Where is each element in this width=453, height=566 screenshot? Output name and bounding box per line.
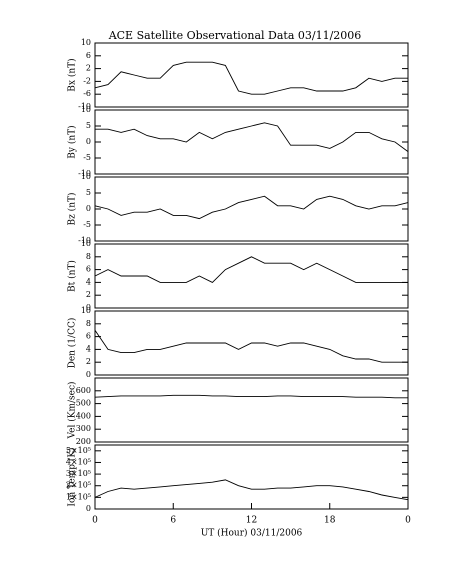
y-axis-label: Vel (Km/sec) <box>67 381 78 439</box>
y-tick-label: 300 <box>76 424 91 433</box>
y-tick-label: 4×10⁵ <box>66 457 91 466</box>
data-line <box>95 122 409 152</box>
y-tick-label: 200 <box>76 437 91 446</box>
y-axis-label: Den (1/CC) <box>67 318 78 369</box>
y-tick-label: -10 <box>78 236 91 245</box>
y-tick-label: -5 <box>83 220 91 229</box>
y-tick-label: 4 <box>86 277 91 286</box>
y-tick-label: 2 <box>86 290 91 299</box>
y-tick-label: 10 <box>81 105 91 114</box>
y-tick-label: 8 <box>86 319 91 328</box>
data-line <box>94 61 408 95</box>
y-axis-label: Bz (nT) <box>67 192 78 225</box>
y-tick-label: 3×10⁵ <box>66 469 91 478</box>
y-tick-label: 5×10⁵ <box>66 446 91 455</box>
y-axis-label: Bt (nT) <box>67 260 78 292</box>
x-tick-label: 0 <box>405 516 411 526</box>
y-axis-label: By (nT) <box>67 125 78 158</box>
panel-frame <box>94 310 409 376</box>
y-axis-label: Ion Temp (K) <box>67 447 78 506</box>
y-tick-label: 10 <box>81 306 91 315</box>
y-tick-label: 10 <box>81 239 91 248</box>
y-tick-label: 10 <box>81 172 91 181</box>
y-tick-label: 4 <box>86 344 91 353</box>
y-tick-label: 1×10⁵ <box>66 492 91 501</box>
y-tick-label: 400 <box>76 411 91 420</box>
y-tick-label: 5 <box>86 188 91 197</box>
y-tick-label: -10 <box>78 102 91 111</box>
y-tick-label: 0 <box>86 204 91 213</box>
x-tick-label: 12 <box>246 516 257 526</box>
panel-frame <box>94 109 409 175</box>
y-tick-label: -2 <box>83 76 91 85</box>
chart-title: ACE Satellite Observational Data 03/11/2… <box>108 29 362 42</box>
y-tick-label: 2 <box>86 357 91 366</box>
y-tick-label: 0 <box>86 504 91 513</box>
y-tick-label: -6 <box>83 89 91 98</box>
panel-frame <box>94 444 409 510</box>
panel-frame <box>94 377 409 443</box>
y-tick-label: 6 <box>86 265 91 274</box>
y-tick-label: 0 <box>86 303 91 312</box>
data-line <box>94 195 409 220</box>
y-tick-label: 5 <box>86 121 91 130</box>
y-tick-label: 500 <box>76 399 91 408</box>
y-tick-label: 6 <box>86 51 91 60</box>
y-tick-label: 2 <box>86 64 91 73</box>
y-tick-label: -5 <box>83 153 91 162</box>
data-line <box>94 256 408 283</box>
y-tick-label: -10 <box>78 169 91 178</box>
y-axis-label: Bx (nT) <box>67 58 78 91</box>
y-tick-label: 600 <box>76 386 91 395</box>
y-tick-label: 0 <box>86 137 91 146</box>
x-tick-label: 18 <box>324 516 336 526</box>
x-axis-label: UT (Hour) 03/11/2006 <box>201 528 303 539</box>
y-tick-label: 10 <box>81 38 91 47</box>
y-tick-label: 8 <box>86 252 91 261</box>
y-tick-label: 2×10⁵ <box>66 481 91 490</box>
x-tick-label: 6 <box>170 516 176 526</box>
x-tick-label: 0 <box>92 516 98 526</box>
y-tick-label: 6 <box>86 332 91 341</box>
data-line <box>94 394 408 399</box>
y-tick-label: 0 <box>86 370 91 379</box>
panel-frame <box>94 42 409 108</box>
data-line <box>94 329 408 363</box>
data-line <box>94 479 409 501</box>
panel-frame <box>94 176 409 242</box>
